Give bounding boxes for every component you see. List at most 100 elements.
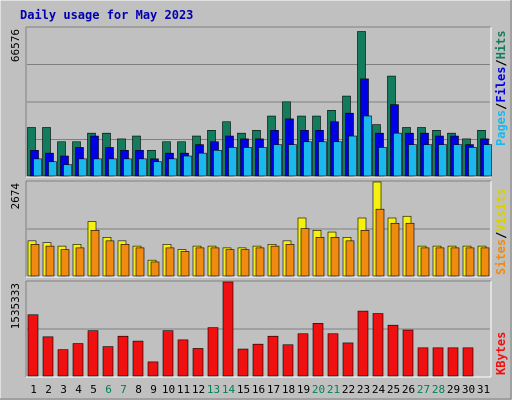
- bar-pages: [243, 147, 252, 177]
- bar-sites: [90, 230, 100, 277]
- bar-sites: [345, 240, 355, 277]
- bar-pages: [378, 147, 387, 177]
- x-tick-label: 6: [105, 383, 112, 396]
- legend-separator: /: [494, 103, 508, 110]
- bar-kbytes: [372, 313, 384, 377]
- x-tick-label: 1: [30, 383, 37, 396]
- x-tick-label: 29: [447, 383, 460, 396]
- bar-kbytes: [192, 348, 204, 377]
- x-tick-label: 20: [312, 383, 325, 396]
- x-tick-label: 16: [252, 383, 265, 396]
- bar-kbytes: [57, 349, 69, 377]
- x-tick-label: 24: [372, 383, 386, 396]
- bar-pages: [78, 158, 87, 177]
- bar-pages: [468, 147, 477, 177]
- bar-kbytes: [27, 314, 39, 377]
- x-tick-label: 18: [282, 383, 295, 396]
- x-axis-day-labels: 1 2 3 4 5 6 7 8 9 10 11 12 13 14 15 16 17 18 19 20 21 22 23 24 2…: [30, 383, 490, 396]
- bar-sites: [435, 247, 445, 277]
- bar-sites: [75, 247, 85, 277]
- bar-pages: [63, 164, 72, 177]
- x-tick-label: 8: [135, 383, 142, 396]
- bar-pages: [138, 158, 147, 177]
- legend-sites: Sites: [494, 239, 508, 275]
- bar-pages: [258, 147, 267, 177]
- bar-sites: [360, 230, 370, 277]
- x-tick-label: 14: [222, 383, 236, 396]
- y-tick-label-usage: 66576: [9, 29, 22, 62]
- bar-sites: [30, 244, 40, 277]
- bar-kbytes: [282, 344, 294, 377]
- bar-pages: [168, 158, 177, 177]
- bar-kbytes: [237, 348, 249, 377]
- bar-pages: [33, 158, 42, 177]
- bar-kbytes: [462, 347, 474, 377]
- y-tick-label-visits: 2674: [9, 183, 22, 210]
- bar-pages: [438, 144, 447, 177]
- x-tick-label: 27: [417, 383, 430, 396]
- bar-pages: [273, 144, 282, 177]
- bar-kbytes: [177, 339, 189, 377]
- bar-kbytes: [357, 310, 369, 377]
- bar-pages: [288, 144, 297, 177]
- bar-kbytes: [447, 347, 459, 377]
- bar-sites: [120, 244, 130, 277]
- bar-kbytes: [267, 335, 279, 377]
- bar-pages: [393, 132, 402, 177]
- bar-sites: [390, 222, 400, 277]
- bar-pages: [363, 115, 372, 177]
- legend-sites-visits: Sites/Visits: [494, 188, 508, 275]
- bar-kbytes: [72, 343, 84, 377]
- bar-kbytes: [117, 335, 129, 377]
- bar-sites: [300, 228, 310, 277]
- bar-pages: [228, 147, 237, 177]
- bar-pages: [213, 150, 222, 177]
- x-tick-label: 4: [75, 383, 82, 396]
- x-tick-label: 28: [432, 383, 445, 396]
- bar-sites: [330, 237, 340, 277]
- bar-kbytes: [327, 333, 339, 377]
- bar-sites: [420, 247, 430, 277]
- bar-kbytes: [132, 340, 144, 377]
- bar-kbytes: [102, 346, 114, 377]
- y-tick-label-kbytes: 1535333: [9, 283, 22, 329]
- bar-sites: [180, 251, 190, 277]
- bar-pages: [348, 135, 357, 177]
- bar-pages: [198, 152, 207, 177]
- x-tick-label: 21: [327, 383, 340, 396]
- bar-sites: [480, 247, 490, 277]
- bar-kbytes: [147, 361, 159, 377]
- bar-sites: [255, 247, 265, 277]
- x-tick-label: 3: [60, 383, 67, 396]
- bar-sites: [165, 247, 175, 277]
- chart-panels: [25, 26, 492, 378]
- legend-hits: Hits: [494, 30, 508, 59]
- bar-pages: [408, 144, 417, 177]
- x-tick-label: 7: [120, 383, 127, 396]
- bar-kbytes: [312, 323, 324, 377]
- x-tick-label: 2: [45, 383, 52, 396]
- bar-pages: [453, 144, 462, 177]
- x-tick-label: 25: [387, 383, 400, 396]
- bar-sites: [210, 247, 220, 277]
- bar-sites: [150, 261, 160, 277]
- legend-kbytes-label: KBytes: [494, 332, 508, 375]
- bar-sites: [465, 247, 475, 277]
- x-tick-label: 26: [402, 383, 415, 396]
- bar-sites: [135, 247, 145, 277]
- bar-kbytes: [222, 281, 234, 377]
- bar-sites: [285, 244, 295, 277]
- bar-pages: [423, 144, 432, 177]
- bar-kbytes: [342, 342, 354, 377]
- bar-sites: [405, 222, 415, 277]
- bar-kbytes: [297, 333, 309, 377]
- legend-files: Files: [494, 67, 508, 103]
- bar-sites: [225, 249, 235, 277]
- bar-pages: [48, 161, 57, 177]
- x-tick-label: 23: [357, 383, 370, 396]
- bar-kbytes: [162, 330, 174, 377]
- x-tick-label: 19: [297, 383, 310, 396]
- bar-sites: [375, 208, 385, 277]
